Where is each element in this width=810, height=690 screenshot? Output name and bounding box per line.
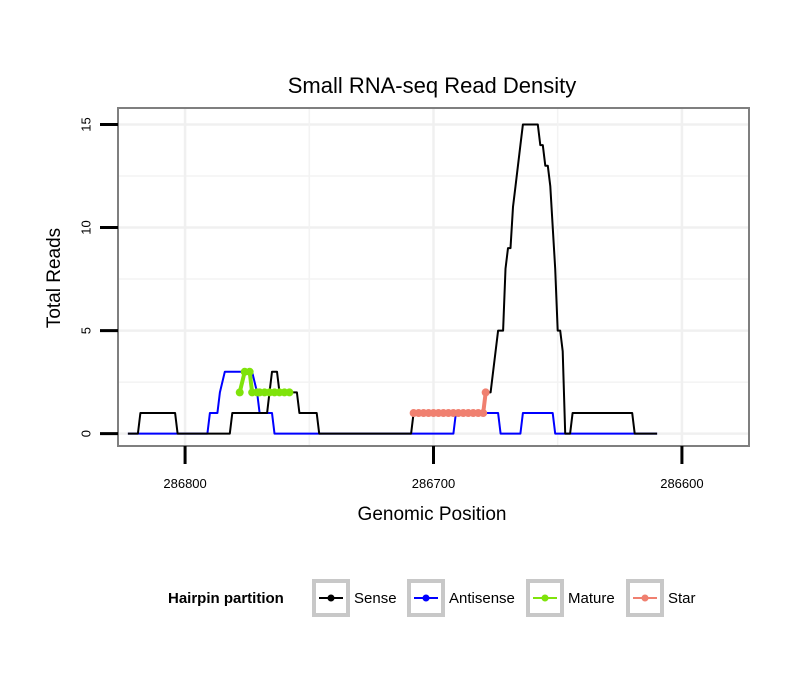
series-layer bbox=[127, 123, 658, 435]
legend-label-star: Star bbox=[668, 590, 696, 607]
chart-title: Small RNA-seq Read Density bbox=[288, 73, 577, 98]
x-tick-label: 286700 bbox=[412, 476, 455, 491]
legend-item-antisense: Antisense bbox=[407, 579, 515, 617]
legend-label-mature: Mature bbox=[568, 590, 615, 607]
legend-title: Hairpin partition bbox=[168, 590, 284, 607]
series-line-antisense bbox=[127, 370, 658, 435]
x-tick-label: 286600 bbox=[660, 476, 703, 491]
y-tick-label: 5 bbox=[79, 327, 94, 334]
x-axis-label: Genomic Position bbox=[358, 504, 507, 525]
y-tick-label: 15 bbox=[79, 117, 94, 131]
legend-key-point-star bbox=[641, 594, 649, 602]
y-tick-label: 0 bbox=[79, 430, 94, 437]
data-point-star bbox=[481, 388, 490, 397]
legend-key-point-antisense bbox=[422, 594, 430, 602]
legend-key-point-mature bbox=[541, 594, 549, 602]
data-point-mature bbox=[235, 388, 244, 397]
x-tick-label: 286800 bbox=[163, 476, 206, 491]
data-point-mature bbox=[245, 367, 254, 376]
y-tick-label: 10 bbox=[79, 220, 94, 234]
series-line-sense bbox=[127, 123, 658, 435]
y-axis-ticks: 0 5 10 15 bbox=[79, 117, 118, 437]
legend-items: Sense Antisense Mature Star bbox=[312, 579, 696, 617]
legend-item-star: Star bbox=[626, 579, 696, 617]
legend-item-sense: Sense bbox=[312, 579, 397, 617]
legend-label-antisense: Antisense bbox=[449, 590, 515, 607]
x-axis-ticks: 286800 286700 286600 bbox=[163, 446, 704, 491]
legend-item-mature: Mature bbox=[526, 579, 615, 617]
data-point-star bbox=[479, 409, 488, 418]
legend-key-point-sense bbox=[327, 594, 335, 602]
y-axis-label: Total Reads bbox=[44, 228, 65, 328]
data-point-mature bbox=[285, 388, 294, 397]
legend: Hairpin partition Sense Antisense Mature St… bbox=[168, 579, 696, 617]
legend-label-sense: Sense bbox=[354, 590, 397, 607]
grid-lines bbox=[118, 108, 749, 446]
